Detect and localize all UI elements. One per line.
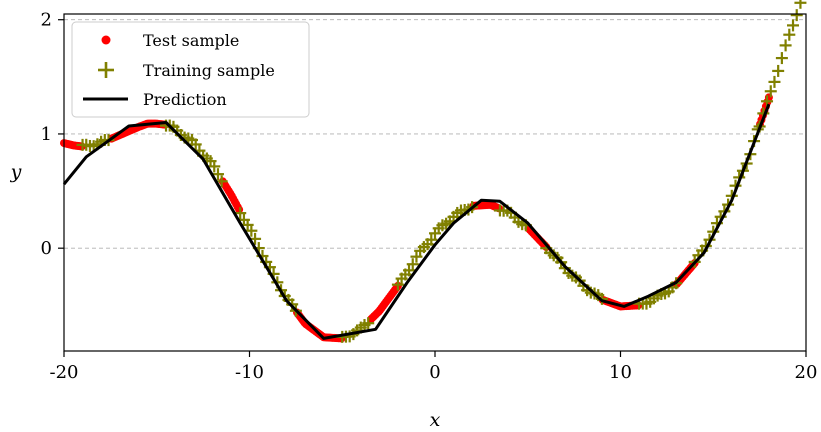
- x-tick-label: 0: [429, 362, 440, 383]
- training-sample-point: [783, 28, 796, 41]
- training-sample-point: [772, 64, 785, 77]
- y-axis-label: y: [10, 161, 22, 183]
- training-sample-point: [794, 0, 807, 9]
- x-tick-label: -20: [50, 362, 79, 383]
- x-tick-label: 20: [795, 362, 818, 383]
- y-tick-label: 2: [41, 10, 52, 31]
- x-tick-label: -10: [235, 362, 264, 383]
- legend-marker-test-sample: [101, 35, 111, 45]
- training-sample-point: [211, 168, 224, 181]
- training-sample-point: [764, 85, 777, 98]
- legend-label-test-sample: Test sample: [143, 31, 239, 50]
- legend-box: [71, 21, 310, 118]
- training-sample-point: [775, 52, 788, 65]
- training-sample-point: [790, 9, 803, 22]
- training-sample-point: [189, 138, 202, 151]
- training-sample-point: [245, 224, 258, 237]
- training-sample-point: [403, 264, 416, 277]
- prediction-line: [62, 103, 771, 340]
- legend: Test sample Training sample Prediction: [71, 21, 310, 118]
- y-tick-label: 1: [41, 124, 52, 145]
- grid-lines: [64, 19, 806, 249]
- training-sample-point: [391, 278, 404, 291]
- legend-label-training-sample: Training sample: [143, 61, 275, 80]
- x-tick-label: 10: [609, 362, 632, 383]
- training-sample-point: [779, 39, 792, 52]
- x-axis-label: x: [430, 409, 441, 431]
- training-sample-point: [234, 207, 247, 220]
- legend-label-prediction: Prediction: [143, 90, 227, 109]
- training-sample-point: [787, 19, 800, 32]
- prediction-series: [62, 103, 771, 340]
- training-sample-point: [406, 258, 419, 271]
- training-sample-point: [362, 317, 375, 330]
- y-tick-label: 0: [41, 238, 52, 259]
- training-sample-point: [768, 75, 781, 88]
- training-sample-point: [425, 233, 438, 246]
- legend-marker-training-sample: [98, 62, 114, 78]
- axis-ticks: 0 1 2 -20 -10 0 10 20: [41, 10, 818, 383]
- training-sample-point: [208, 160, 221, 173]
